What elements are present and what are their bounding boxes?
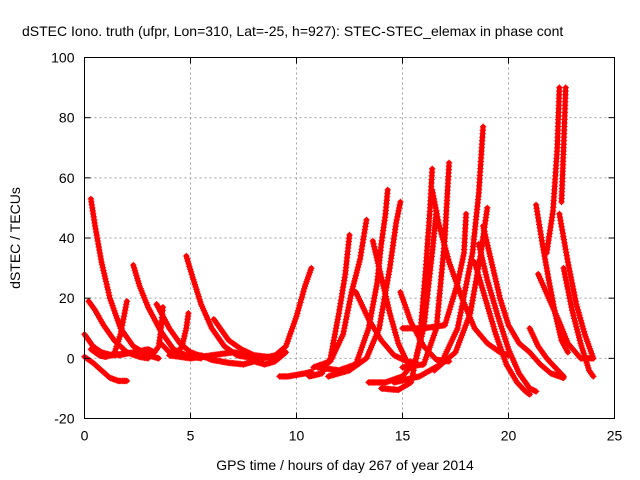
series-markers	[183, 252, 258, 362]
series-arc-32	[526, 325, 567, 380]
y-tick-label: 100	[51, 50, 75, 66]
series-markers	[558, 84, 569, 206]
series-arc-38	[560, 264, 597, 380]
y-axis-label: dSTEC / TECUs	[7, 187, 23, 289]
series-markers	[310, 216, 370, 371]
series-markers	[429, 186, 512, 359]
y-tick-label: 20	[59, 290, 75, 306]
series-markers	[475, 240, 540, 395]
y-tick-label: -20	[54, 411, 74, 427]
series-arc-29	[479, 222, 567, 382]
series-markers	[276, 368, 315, 380]
series-markers	[479, 222, 567, 382]
series-arc-10	[183, 252, 258, 362]
series-line	[391, 124, 486, 385]
x-tick-label: 10	[289, 428, 305, 444]
y-tick-label: 60	[59, 170, 75, 186]
y-tick-label: 40	[59, 230, 75, 246]
series-markers	[543, 84, 563, 257]
series-markers	[378, 165, 436, 394]
x-tick-label: 0	[81, 428, 89, 444]
series-arc-3	[87, 195, 162, 362]
series-markers	[115, 304, 167, 359]
series-arc-16	[310, 216, 370, 371]
series-arc-36	[558, 84, 569, 206]
series-arc-23	[378, 165, 436, 394]
series-markers	[369, 237, 410, 365]
series-markers	[556, 210, 597, 362]
series-markers	[399, 159, 453, 371]
series-markers	[471, 258, 533, 398]
chart-title: dSTEC Iono. truth (ufpr, Lon=310, Lat=-2…	[22, 23, 563, 39]
series-markers	[87, 298, 131, 360]
series-arc-26	[399, 210, 470, 332]
x-tick-label: 15	[395, 428, 411, 444]
series-arc-5	[87, 298, 131, 360]
x-tick-labels: 0 5 10 15 20 25	[81, 428, 623, 444]
y-tick-label: 80	[59, 110, 75, 126]
x-tick-label: 25	[607, 428, 623, 444]
series-arc-31	[471, 258, 533, 398]
series-markers	[399, 210, 470, 332]
x-axis-label: GPS time / hours of day 267 of year 2014	[216, 457, 474, 473]
y-tick-label: 0	[67, 350, 75, 366]
series-arc-27	[390, 123, 487, 386]
series-arc-30	[475, 240, 540, 395]
series-arc-11	[197, 349, 290, 368]
series-arc-35	[543, 84, 563, 257]
series-arc-7	[115, 304, 167, 359]
y-tick-labels: -20 0 20 40 60 80 100	[51, 50, 75, 427]
series-arc-37	[556, 210, 597, 362]
series-markers	[87, 195, 162, 362]
x-tick-label: 5	[187, 428, 195, 444]
series-markers	[526, 325, 567, 380]
data-series	[81, 84, 597, 398]
series-markers	[390, 123, 487, 386]
series-arc-13	[166, 264, 315, 362]
series-markers	[560, 264, 597, 380]
series-markers	[166, 264, 315, 362]
x-tick-label: 20	[501, 428, 517, 444]
series-arc-14	[276, 368, 315, 380]
axis-ticks	[84, 57, 615, 419]
series-arc-20	[369, 237, 410, 365]
